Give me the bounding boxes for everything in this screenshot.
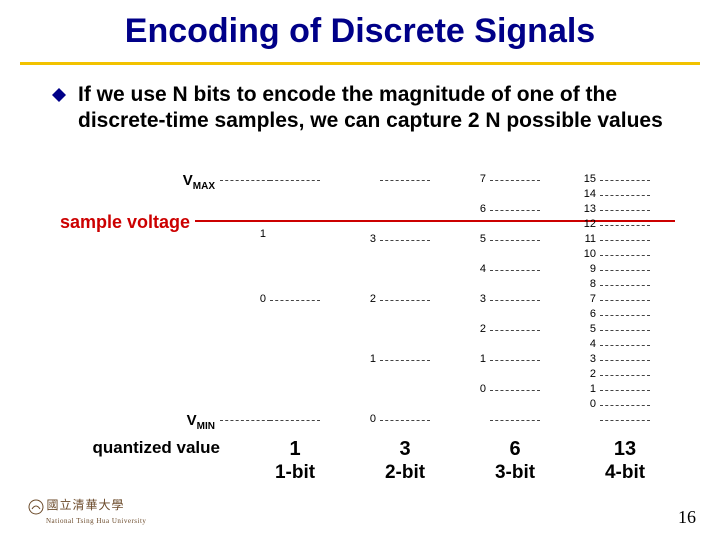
level-label: 11: [576, 233, 596, 245]
level-label: 1: [356, 353, 376, 365]
level-dash: [490, 300, 540, 301]
level-dash: [600, 300, 650, 301]
level-dash: [600, 240, 650, 241]
sample-voltage-label: sample voltage: [20, 212, 190, 233]
level-dash: [600, 210, 650, 211]
level-dash: [490, 420, 540, 421]
level-label: 6: [466, 203, 486, 215]
level-dash: [600, 405, 650, 406]
university-logo: 國立清華大學 National Tsing Hua University: [28, 496, 146, 526]
level-dash: [380, 240, 430, 241]
level-dash: [380, 300, 430, 301]
quantized-value: 6: [480, 438, 550, 461]
level-label: 0: [356, 413, 376, 425]
level-dash: [380, 420, 430, 421]
level-label: 0: [576, 398, 596, 410]
level-label: 7: [466, 173, 486, 185]
level-label: 4: [466, 263, 486, 275]
level-dash: [380, 360, 430, 361]
vmax-dash: [220, 180, 270, 181]
level-label: 12: [576, 218, 596, 230]
level-label: 1: [466, 353, 486, 365]
level-dash: [490, 390, 540, 391]
level-label: 7: [576, 293, 596, 305]
level-label: 3: [576, 353, 596, 365]
level-dash: [380, 180, 430, 181]
level-label: 1: [246, 228, 266, 240]
level-dash: [600, 345, 650, 346]
quantized-value: 13: [590, 438, 660, 461]
level-label: 4: [576, 338, 596, 350]
level-label: 2: [356, 293, 376, 305]
level-dash: [600, 420, 650, 421]
bullet-text: If we use N bits to encode the magnitude…: [78, 82, 680, 135]
slide-title: Encoding of Discrete Signals: [0, 0, 720, 51]
level-dash: [490, 270, 540, 271]
level-dash: [600, 255, 650, 256]
level-label: 2: [576, 368, 596, 380]
logo-text: 國立清華大學: [47, 498, 125, 512]
level-label: 5: [576, 323, 596, 335]
page-number: 16: [678, 507, 696, 528]
level-label: 1: [576, 383, 596, 395]
bits-label: 3-bit: [480, 462, 550, 484]
level-dash: [600, 360, 650, 361]
level-label: 13: [576, 203, 596, 215]
level-dash: [490, 240, 540, 241]
vmin-dash: [220, 420, 270, 421]
level-label: 10: [576, 248, 596, 260]
level-label: 6: [576, 308, 596, 320]
quantized-value: 1: [260, 438, 330, 461]
level-dash: [270, 420, 320, 421]
level-dash: [600, 390, 650, 391]
level-dash: [600, 225, 650, 226]
level-dash: [600, 195, 650, 196]
quantized-value-label: quantized value: [40, 438, 220, 458]
diamond-bullet-icon: [52, 88, 66, 102]
level-label: 2: [466, 323, 486, 335]
level-label: 14: [576, 188, 596, 200]
level-dash: [600, 330, 650, 331]
level-dash: [600, 285, 650, 286]
level-label: 3: [466, 293, 486, 305]
level-label: 15: [576, 173, 596, 185]
bits-label: 4-bit: [590, 462, 660, 484]
title-underline: [20, 62, 700, 65]
level-label: 0: [466, 383, 486, 395]
level-dash: [600, 375, 650, 376]
vmax-label: VMAX: [155, 172, 215, 192]
level-label: 9: [576, 263, 596, 275]
level-dash: [490, 360, 540, 361]
bits-label: 1-bit: [260, 462, 330, 484]
quantized-value: 3: [370, 438, 440, 461]
quantization-diagram: VMAX VMIN sample voltage quantized value…: [40, 180, 680, 470]
level-dash: [490, 180, 540, 181]
vmin-label: VMIN: [155, 412, 215, 432]
level-label: 3: [356, 233, 376, 245]
level-dash: [600, 270, 650, 271]
level-dash: [490, 210, 540, 211]
level-dash: [600, 180, 650, 181]
level-label: 0: [246, 293, 266, 305]
sample-voltage-line: [195, 220, 675, 222]
logo-subtext: National Tsing Hua University: [28, 517, 146, 525]
bits-label: 2-bit: [370, 462, 440, 484]
level-dash: [490, 330, 540, 331]
level-dash: [270, 300, 320, 301]
level-label: 5: [466, 233, 486, 245]
level-dash: [270, 180, 320, 181]
level-label: 8: [576, 278, 596, 290]
bullet-row: If we use N bits to encode the magnitude…: [52, 82, 680, 135]
level-dash: [600, 315, 650, 316]
